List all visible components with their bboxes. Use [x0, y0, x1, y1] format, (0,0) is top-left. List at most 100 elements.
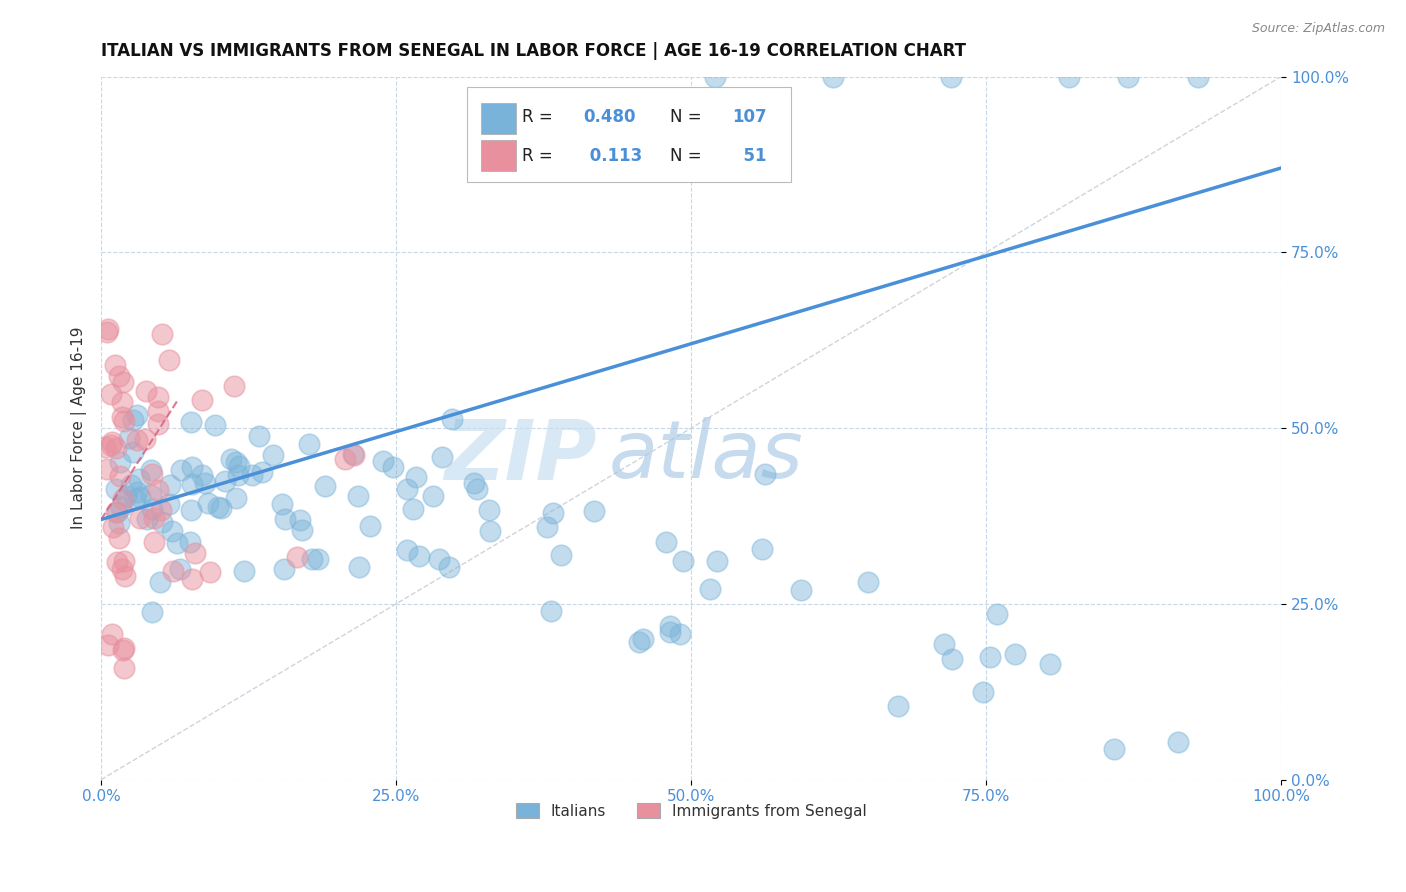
Point: [112, 414, 135, 428]
Point: [226, 468, 249, 483]
Point: [179, 534, 201, 549]
Point: [939, 70, 962, 84]
Point: [478, 502, 501, 516]
Point: [101, 435, 124, 450]
Point: [112, 661, 135, 675]
Point: [654, 534, 676, 549]
Point: [1039, 657, 1062, 671]
Point: [751, 541, 773, 556]
Point: [139, 463, 162, 477]
Point: [228, 458, 250, 473]
Point: [1116, 70, 1139, 84]
Point: [150, 515, 173, 529]
Point: [104, 482, 127, 496]
Point: [359, 519, 381, 533]
Point: [207, 500, 229, 515]
FancyBboxPatch shape: [467, 87, 792, 182]
Point: [111, 394, 134, 409]
Point: [1004, 647, 1026, 661]
Point: [986, 607, 1008, 621]
Text: 107: 107: [733, 108, 768, 126]
Point: [1167, 735, 1189, 749]
Point: [180, 477, 202, 491]
Point: [135, 384, 157, 398]
Text: 51: 51: [733, 147, 766, 165]
Point: [273, 562, 295, 576]
Point: [373, 454, 395, 468]
Point: [668, 626, 690, 640]
Point: [128, 510, 150, 524]
Point: [105, 505, 128, 519]
Point: [190, 392, 212, 407]
Point: [166, 535, 188, 549]
Point: [314, 479, 336, 493]
Point: [94, 440, 117, 454]
Point: [540, 604, 562, 618]
Point: [422, 490, 444, 504]
Point: [101, 626, 124, 640]
Point: [437, 560, 460, 574]
Point: [285, 550, 308, 565]
Point: [108, 516, 131, 530]
Point: [659, 619, 682, 633]
Point: [159, 478, 181, 492]
Point: [262, 448, 284, 462]
Point: [149, 503, 172, 517]
Point: [972, 685, 994, 699]
Text: N =: N =: [669, 147, 702, 165]
Point: [148, 404, 170, 418]
FancyBboxPatch shape: [481, 103, 516, 134]
Point: [699, 582, 721, 596]
Point: [141, 502, 163, 516]
Point: [432, 450, 454, 465]
Point: [107, 368, 129, 383]
Point: [347, 560, 370, 574]
Point: [105, 555, 128, 569]
Point: [536, 520, 558, 534]
Point: [1102, 742, 1125, 756]
Point: [856, 575, 879, 590]
Point: [225, 455, 247, 469]
Point: [790, 582, 813, 597]
Point: [427, 551, 450, 566]
Point: [1187, 70, 1209, 84]
Point: [149, 575, 172, 590]
Point: [706, 554, 728, 568]
Point: [146, 483, 169, 498]
Point: [169, 562, 191, 576]
Point: [112, 640, 135, 655]
Point: [672, 554, 695, 568]
Point: [157, 353, 180, 368]
Point: [247, 429, 270, 443]
Point: [180, 415, 202, 429]
Point: [550, 548, 572, 562]
Point: [479, 524, 502, 538]
Point: [135, 512, 157, 526]
Point: [162, 564, 184, 578]
Point: [100, 437, 122, 451]
Point: [120, 477, 142, 491]
Point: [197, 496, 219, 510]
Point: [627, 635, 650, 649]
Point: [347, 490, 370, 504]
Text: R =: R =: [523, 147, 553, 165]
Point: [209, 500, 232, 515]
Point: [335, 452, 357, 467]
Text: R =: R =: [523, 108, 553, 126]
Point: [114, 489, 136, 503]
Point: [100, 387, 122, 401]
Point: [112, 491, 135, 506]
Point: [821, 70, 844, 84]
Point: [301, 552, 323, 566]
Point: [343, 448, 366, 462]
Text: atlas: atlas: [609, 417, 803, 495]
Point: [541, 506, 564, 520]
Point: [112, 553, 135, 567]
Point: [129, 490, 152, 504]
Point: [754, 467, 776, 482]
Point: [631, 632, 654, 646]
Point: [141, 605, 163, 619]
Point: [1057, 70, 1080, 84]
Point: [291, 523, 314, 537]
Point: [181, 572, 204, 586]
